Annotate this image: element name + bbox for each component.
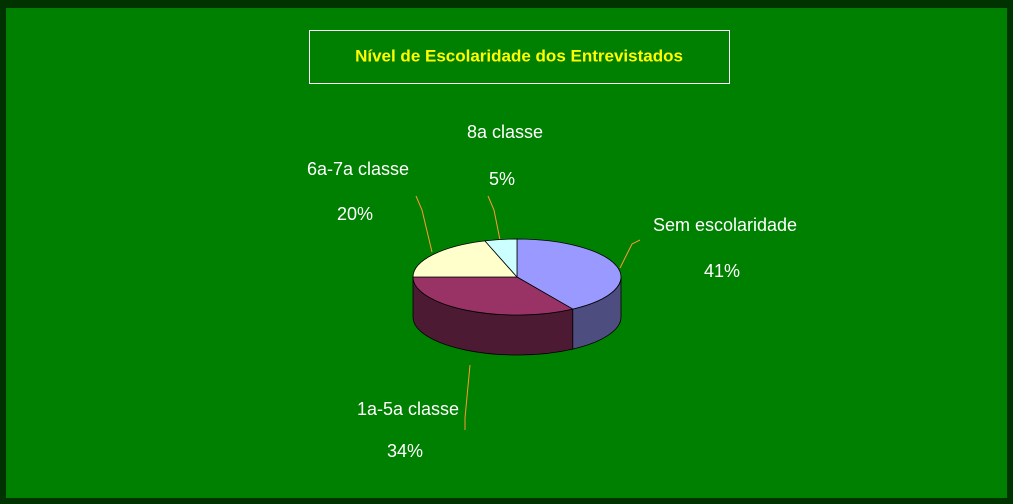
slice [484, 238, 518, 279]
value-label: 41% [704, 261, 740, 281]
category-label: 8a classe [467, 122, 543, 142]
category-label: 1a-5a classe [357, 399, 459, 419]
leader-line [619, 239, 641, 269]
slice [412, 240, 518, 278]
leader-lines [415, 195, 641, 430]
chart-title: Nível de Escolaridade dos Entrevistados [355, 46, 683, 65]
leader-line [487, 195, 501, 241]
value-label: 20% [337, 204, 373, 224]
leader-line [464, 364, 471, 430]
category-label: Sem escolaridade [653, 215, 797, 235]
value-label: 34% [387, 441, 423, 461]
value-label: 5% [489, 169, 515, 189]
leader-line [415, 195, 433, 253]
slice [412, 276, 574, 316]
title-box [309, 30, 730, 84]
category-label: 6a-7a classe [307, 159, 409, 179]
